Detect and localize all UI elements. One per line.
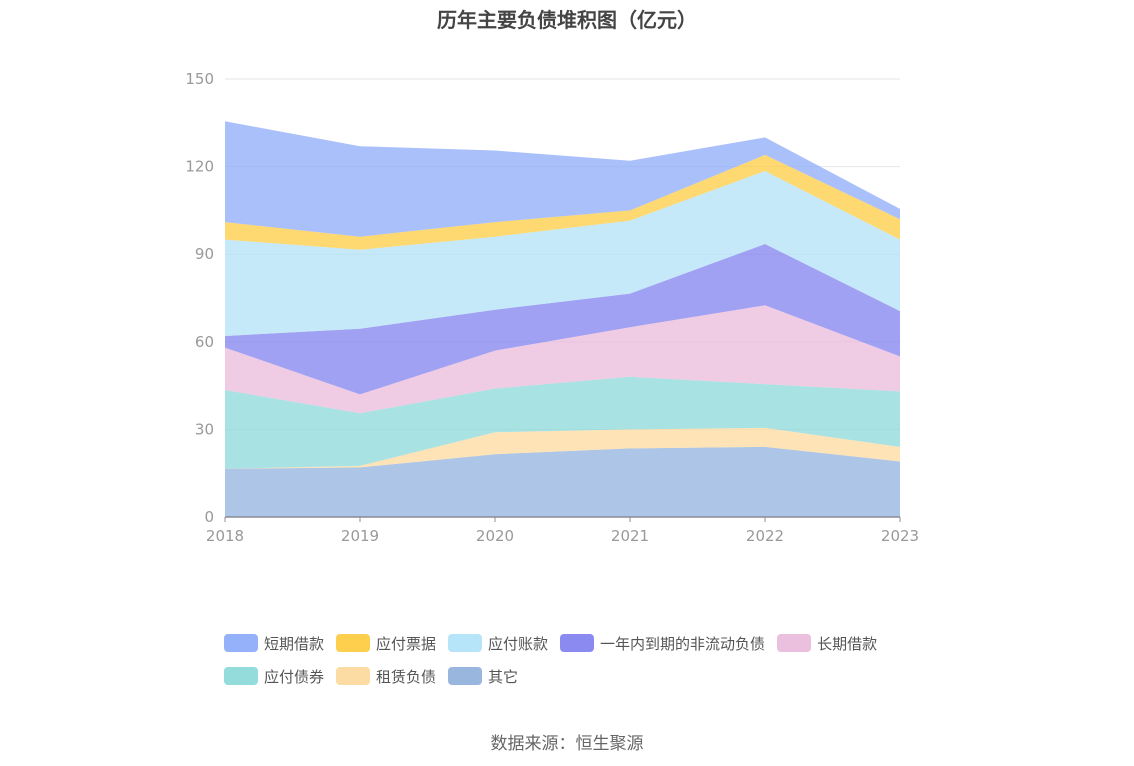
legend-swatch [777,634,812,652]
legend-swatch [224,634,258,652]
chart-title: 历年主要负债堆积图（亿元） [437,8,697,32]
legend-label: 其它 [488,667,519,686]
area-series-3 [225,305,900,414]
x-tick-label: 2022 [746,527,784,545]
legend-item-current-portion-noncurrent-liabilities[interactable]: 一年内到期的非流动负债 [560,633,765,654]
y-tick-label: 60 [195,333,214,351]
legend-row-1: 短期借款 应付票据 应付账款 一年内到期的非流动负债 长期借款 [224,631,984,655]
legend-label: 短期借款 [264,634,325,653]
area-series-4 [225,244,900,395]
legend-label: 应付债券 [264,667,325,686]
area-series-6 [225,154,900,250]
x-tick-label: 2018 [206,527,244,545]
legend-swatch [224,667,258,685]
y-tick-label: 150 [185,70,214,88]
legend-swatch [448,634,483,652]
y-tick-label: 90 [195,245,214,263]
chart-legend: 短期借款 应付票据 应付账款 一年内到期的非流动负债 长期借款 应付债券 租赁负… [224,631,984,697]
x-tick-label: 2021 [611,527,649,545]
area-series-2 [225,376,900,469]
area-series-7 [225,121,900,237]
area-series-0 [225,446,900,517]
y-tick-label: 0 [204,508,214,526]
legend-item-notes-payable[interactable]: 应付票据 [336,633,436,654]
y-tick-label: 30 [195,420,214,438]
y-tick-label: 120 [185,158,214,176]
legend-label: 一年内到期的非流动负债 [600,634,766,653]
legend-row-2: 应付债券 租赁负债 其它 [224,664,984,688]
area-series-5 [225,171,900,336]
legend-swatch [336,667,371,685]
legend-swatch [560,634,595,652]
legend-label: 应付账款 [488,634,549,653]
legend-item-long-term-borrowings[interactable]: 长期借款 [777,633,877,654]
legend-swatch [448,667,483,685]
x-tick-label: 2020 [476,527,514,545]
x-tick-label: 2019 [341,527,379,545]
legend-item-bonds-payable[interactable]: 应付债券 [224,666,324,687]
stacked-area-chart: 0 30 60 90 120 150 2018 2019 2020 2021 2022 2023 [185,70,919,545]
legend-label: 租赁负债 [376,667,437,686]
legend-item-other[interactable]: 其它 [448,666,518,687]
legend-label: 长期借款 [817,634,878,653]
legend-item-accounts-payable[interactable]: 应付账款 [448,633,548,654]
legend-label: 应付票据 [376,634,437,653]
area-series-1 [225,427,900,469]
legend-swatch [336,634,371,652]
legend-item-short-term-borrowings[interactable]: 短期借款 [224,633,324,654]
data-source-note: 数据来源：恒生聚源 [490,734,644,754]
legend-item-lease-liabilities[interactable]: 租赁负债 [336,666,436,687]
x-tick-label: 2023 [881,527,919,545]
